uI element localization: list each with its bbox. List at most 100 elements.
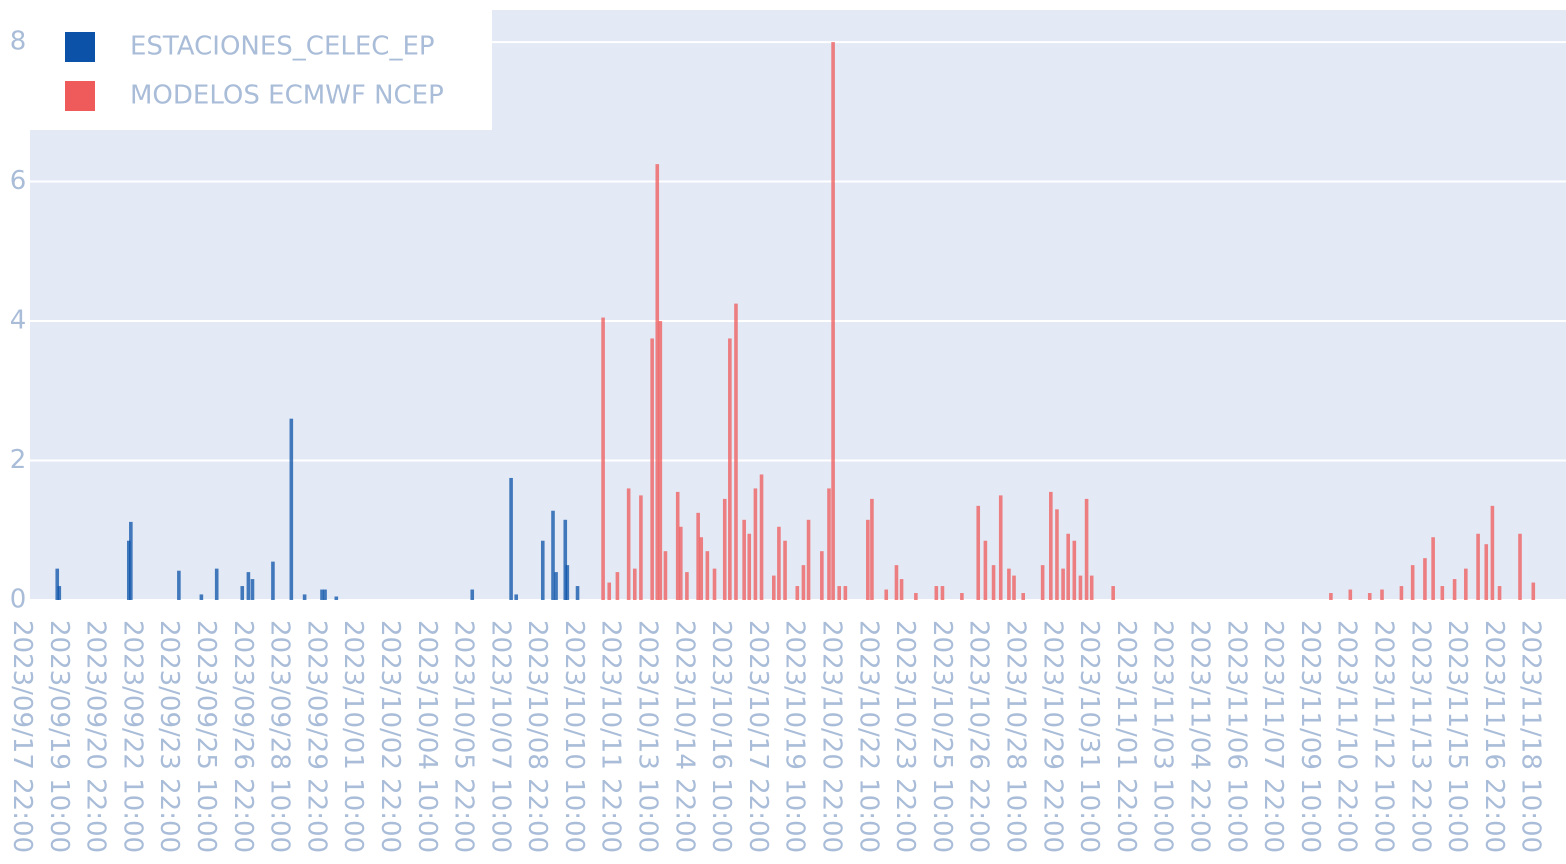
bar (563, 519, 568, 600)
bar (1329, 593, 1333, 600)
x-tick-label: 2023/11/03 10:00 (1148, 620, 1178, 853)
y-tick-label: 4 (10, 306, 27, 336)
bar (575, 586, 580, 600)
bar (658, 321, 663, 600)
x-tick-label: 2023/11/07 22:00 (1258, 620, 1288, 853)
x-tick-label: 2023/10/25 10:00 (927, 620, 957, 853)
bar (1380, 589, 1384, 600)
bar (827, 488, 831, 600)
legend-label: ESTACIONES_CELEC_EP (130, 32, 435, 62)
bar (843, 586, 848, 600)
bar (607, 582, 612, 600)
x-tick-label: 2023/09/20 22:00 (81, 620, 111, 853)
x-tick-label: 2023/10/17 22:00 (743, 620, 773, 853)
bar (1049, 491, 1053, 600)
bar (777, 526, 781, 600)
bar (1490, 505, 1495, 600)
x-tick-label: 2023/09/17 22:00 (7, 620, 37, 853)
bar (650, 338, 654, 600)
x-tick-label: 2023/09/28 10:00 (265, 620, 295, 853)
x-tick-label: 2023/10/23 22:00 (890, 620, 920, 853)
bar (1089, 575, 1094, 600)
bar (655, 164, 660, 600)
grid (30, 41, 1566, 601)
bar (696, 512, 700, 600)
bar (639, 495, 643, 600)
bar (976, 505, 981, 600)
x-tick-label: 2023/11/16 22:00 (1479, 620, 1509, 853)
bar (302, 594, 307, 600)
bar (899, 579, 904, 600)
x-tick-label: 2023/10/31 10:00 (1074, 620, 1104, 853)
bar (1367, 593, 1372, 600)
bar (870, 498, 874, 600)
x-tick-label: 2023/10/14 22:00 (669, 620, 699, 853)
legend-box (30, 10, 492, 130)
legend-label: MODELOS ECMWF NCEP (130, 81, 444, 111)
bar (742, 519, 746, 600)
x-tick-label: 2023/10/13 10:00 (633, 620, 663, 853)
bar (540, 540, 545, 600)
bar (820, 551, 824, 600)
bar (685, 572, 689, 600)
bar (289, 418, 294, 600)
x-tick-label: 2023/10/19 10:00 (780, 620, 810, 853)
bar (914, 593, 918, 600)
x-tick-label: 2023/10/10 10:00 (559, 620, 589, 853)
x-tick-label: 2023/10/07 10:00 (485, 620, 515, 853)
x-tick-label: 2023/10/01 10:00 (338, 620, 368, 853)
bar (1040, 565, 1045, 600)
bar (1484, 544, 1489, 600)
x-tick-label: 2023/10/20 22:00 (817, 620, 847, 853)
bar (1078, 575, 1083, 600)
bar (801, 565, 806, 600)
x-tick-label: 2023/10/26 22:00 (964, 620, 994, 853)
bar (129, 521, 133, 600)
bar (728, 338, 732, 600)
y-tick-label: 2 (10, 445, 27, 475)
bar (632, 568, 637, 600)
bar (1021, 593, 1026, 600)
bar (772, 575, 776, 600)
bar (991, 565, 996, 600)
x-tick-label: 2023/09/25 10:00 (191, 620, 221, 853)
bar (699, 537, 704, 600)
bar (753, 488, 758, 600)
bar (509, 477, 513, 600)
bar (1007, 568, 1011, 600)
bar (722, 498, 727, 600)
x-tick-label: 2023/11/12 10:00 (1369, 620, 1399, 853)
bar (551, 510, 555, 600)
bar (712, 568, 717, 600)
x-tick-label: 2023/10/28 10:00 (1001, 620, 1031, 853)
bar (998, 495, 1003, 600)
bar (1531, 582, 1536, 600)
bar (940, 586, 945, 600)
bar (705, 551, 710, 600)
bar (323, 589, 327, 600)
x-tick-label: 2023/11/01 22:00 (1111, 620, 1141, 853)
bar (1084, 498, 1089, 600)
legend-swatch (65, 81, 95, 111)
bar (1431, 537, 1435, 600)
bar (320, 589, 324, 600)
bar (1410, 565, 1415, 600)
y-tick-label: 8 (10, 27, 27, 57)
bar (795, 586, 800, 600)
x-tick-label: 2023/11/10 22:00 (1332, 620, 1362, 853)
bar (1497, 586, 1502, 600)
bar (983, 540, 988, 600)
bar (1464, 568, 1468, 600)
bar (806, 519, 811, 600)
x-tick-label: 2023/11/04 22:00 (1185, 620, 1215, 853)
bar (626, 488, 631, 600)
bar (1012, 575, 1016, 600)
bar (1440, 586, 1445, 600)
bar (1476, 533, 1480, 600)
x-tick-label: 2023/09/26 22:00 (228, 620, 258, 853)
bar (1452, 579, 1457, 600)
x-tick-label: 2023/10/29 22:00 (1037, 620, 1067, 853)
bar (884, 589, 889, 600)
legend: ESTACIONES_CELEC_EP MODELOS ECMWF NCEP (30, 10, 492, 130)
